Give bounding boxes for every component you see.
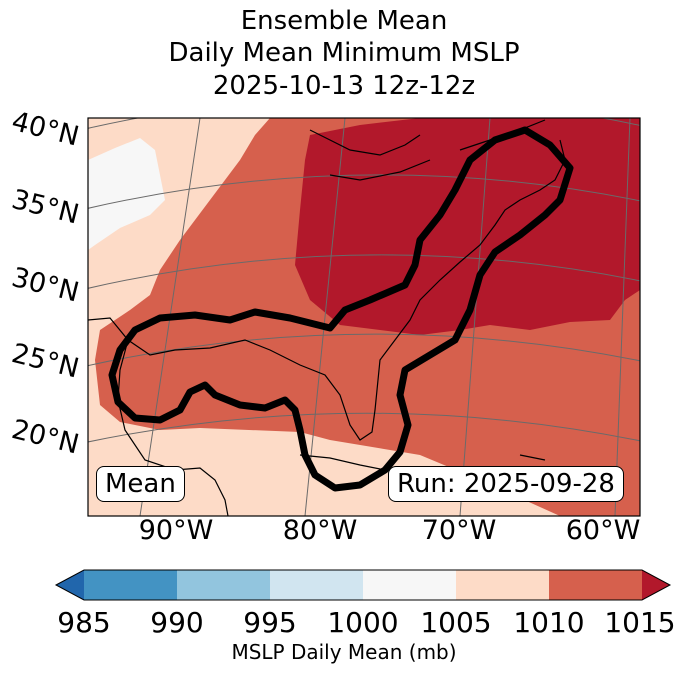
- colorbar-995: [270, 570, 363, 600]
- colorbar-1000: [363, 570, 456, 600]
- colorbar-990: [177, 570, 270, 600]
- colorbar-label: MSLP Daily Mean (mb): [231, 640, 457, 664]
- field-1000-1005: [88, 138, 165, 250]
- colorbar-tick-1010: 1010: [513, 606, 585, 639]
- title-line-2: Daily Mean Minimum MSLP: [168, 38, 520, 68]
- lon-label-60w: 60°W: [565, 515, 641, 546]
- ensemble-outline: [108, 126, 574, 492]
- colorbar-1010: [549, 570, 642, 600]
- title-line-3: 2025-10-13 12z-12z: [212, 71, 476, 101]
- colorbar-tick-1015: 1015: [604, 606, 676, 639]
- graticule: [88, 118, 640, 516]
- lon-label-80w: 80°W: [282, 515, 358, 546]
- colorbar-tick-1005: 1005: [420, 606, 492, 639]
- colorbar-over: [642, 570, 670, 600]
- colorbar-tick-995: 995: [243, 606, 297, 639]
- map-field: [88, 118, 640, 516]
- lon-label-90w: 90°W: [138, 515, 214, 546]
- mean-label-box: Mean: [96, 466, 185, 502]
- colorbar: [54, 569, 672, 601]
- colorbar-under: [56, 570, 84, 600]
- field-over-1015: [295, 118, 640, 335]
- lon-label-70w: 70°W: [421, 515, 497, 546]
- colorbar-frame: [54, 569, 672, 601]
- colorbar-tick-985: 985: [57, 606, 111, 639]
- colorbar-1005: [456, 570, 549, 600]
- colorbar-985: [84, 570, 177, 600]
- run-date-box: Run: 2025-09-28: [388, 466, 624, 502]
- colorbar-tick-990: 990: [150, 606, 204, 639]
- map-frame: [87, 117, 641, 517]
- colorbar-tick-1000: 1000: [327, 606, 399, 639]
- title-line-1: Ensemble Mean: [240, 6, 448, 36]
